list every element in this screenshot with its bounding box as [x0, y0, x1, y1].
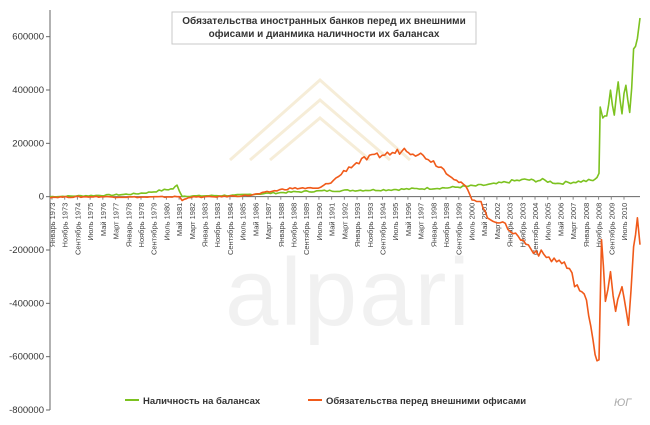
y-tick-label: 200000: [12, 138, 44, 149]
x-tick-label: Ноябрь 1998: [442, 203, 451, 248]
x-tick-label: Сентябрь 2009: [607, 203, 616, 255]
x-tick-label: Июль 2010: [620, 203, 629, 241]
author-signature: ЮГ: [614, 397, 632, 409]
plot-area: -800000 -600000 -400000 -200000 0 200000 40000…: [9, 10, 641, 416]
x-tick-label: Июль 2005: [544, 203, 553, 241]
y-tick-label: -400000: [9, 298, 44, 309]
x-tick-label: Март 1987: [264, 203, 273, 240]
series-line-0: [49, 17, 641, 198]
x-tick-label: Май 1976: [99, 203, 108, 236]
watermark-logo: [229, 77, 411, 162]
x-tick-label: Январь 1978: [124, 203, 133, 247]
x-tick-label: Март 1977: [112, 203, 121, 240]
x-tick-label: Январь 1983: [201, 203, 210, 247]
x-tick-label: Сентябрь 1999: [455, 203, 464, 255]
x-tick-label: Январь 1973: [48, 203, 57, 247]
x-tick-label: Март 1992: [340, 203, 349, 240]
x-tick-label: Ноябрь 1973: [61, 203, 70, 248]
x-tick-label: Сентябрь 1989: [302, 203, 311, 255]
x-tick-label: Июль 2000: [467, 203, 476, 241]
watermark-text: alpari: [225, 239, 472, 346]
x-tick-label: Сентябрь 1994: [378, 203, 387, 255]
x-tick-label: Май 1981: [175, 203, 184, 236]
legend-label-liabilities: Обязательства перед внешними офисами: [326, 396, 526, 407]
x-tick-label: Май 1986: [251, 203, 260, 236]
x-tick-label: Сентябрь 2004: [531, 203, 540, 255]
x-tick-label: Январь 2008: [582, 203, 591, 247]
x-tick-label: Сентябрь 1974: [73, 203, 82, 255]
x-tick-label: Май 1991: [328, 203, 337, 236]
x-tick-label: Ноябрь 2008: [595, 203, 604, 248]
x-tick-label: Январь 1988: [277, 203, 286, 247]
x-tick-label: Сентябрь 1984: [226, 203, 235, 255]
x-tick-label: Ноябрь 1988: [290, 203, 299, 248]
x-tick-label: Июль 1995: [391, 203, 400, 241]
legend: Наличность на балансах Обязательства пер…: [125, 396, 526, 407]
x-tick-label: Ноябрь 1983: [213, 203, 222, 248]
x-tick-label: Март 1997: [417, 203, 426, 240]
x-tick-label: Январь 1998: [429, 203, 438, 247]
x-tick-label: Сентябрь 1979: [150, 203, 159, 255]
y-tick-label: -800000: [9, 405, 44, 416]
x-tick-label: Март 2007: [569, 203, 578, 240]
chart-title-line-2: офисами и дианмика наличности их баланса…: [209, 28, 440, 40]
y-tick-label: -600000: [9, 352, 44, 363]
x-tick-label: Июль 1980: [162, 203, 171, 241]
x-tick-label: Июль 1975: [86, 203, 95, 241]
x-tick-label: Май 2006: [556, 203, 565, 236]
x-tick-label: Март 1982: [188, 203, 197, 240]
y-tick-label: 0: [39, 192, 44, 203]
series-line-1: [49, 147, 641, 362]
x-tick-label: Ноябрь 1993: [366, 203, 375, 248]
legend-label-cash: Наличность на балансах: [143, 396, 261, 407]
chart-title-box: Обязательства иностранных банков перед и…: [171, 11, 477, 45]
x-tick-label: Март 2002: [493, 203, 502, 240]
chart-title-line-1: Обязательства иностранных банков перед и…: [182, 15, 465, 27]
x-tick-label: Июль 1985: [239, 203, 248, 241]
x-tick-label: Май 2001: [480, 203, 489, 236]
x-tick-label: Январь 1993: [353, 203, 362, 247]
x-tick-label: Январь 2003: [506, 203, 515, 247]
x-tick-label: Ноябрь 2003: [518, 203, 527, 248]
y-tick-label: 600000: [12, 32, 44, 43]
x-tick-label: Ноябрь 1978: [137, 203, 146, 248]
y-tick-label: 400000: [12, 85, 44, 96]
x-tick-label: Май 1996: [404, 203, 413, 236]
x-tick-label: Июль 1990: [315, 203, 324, 241]
y-tick-label: -200000: [9, 245, 44, 256]
